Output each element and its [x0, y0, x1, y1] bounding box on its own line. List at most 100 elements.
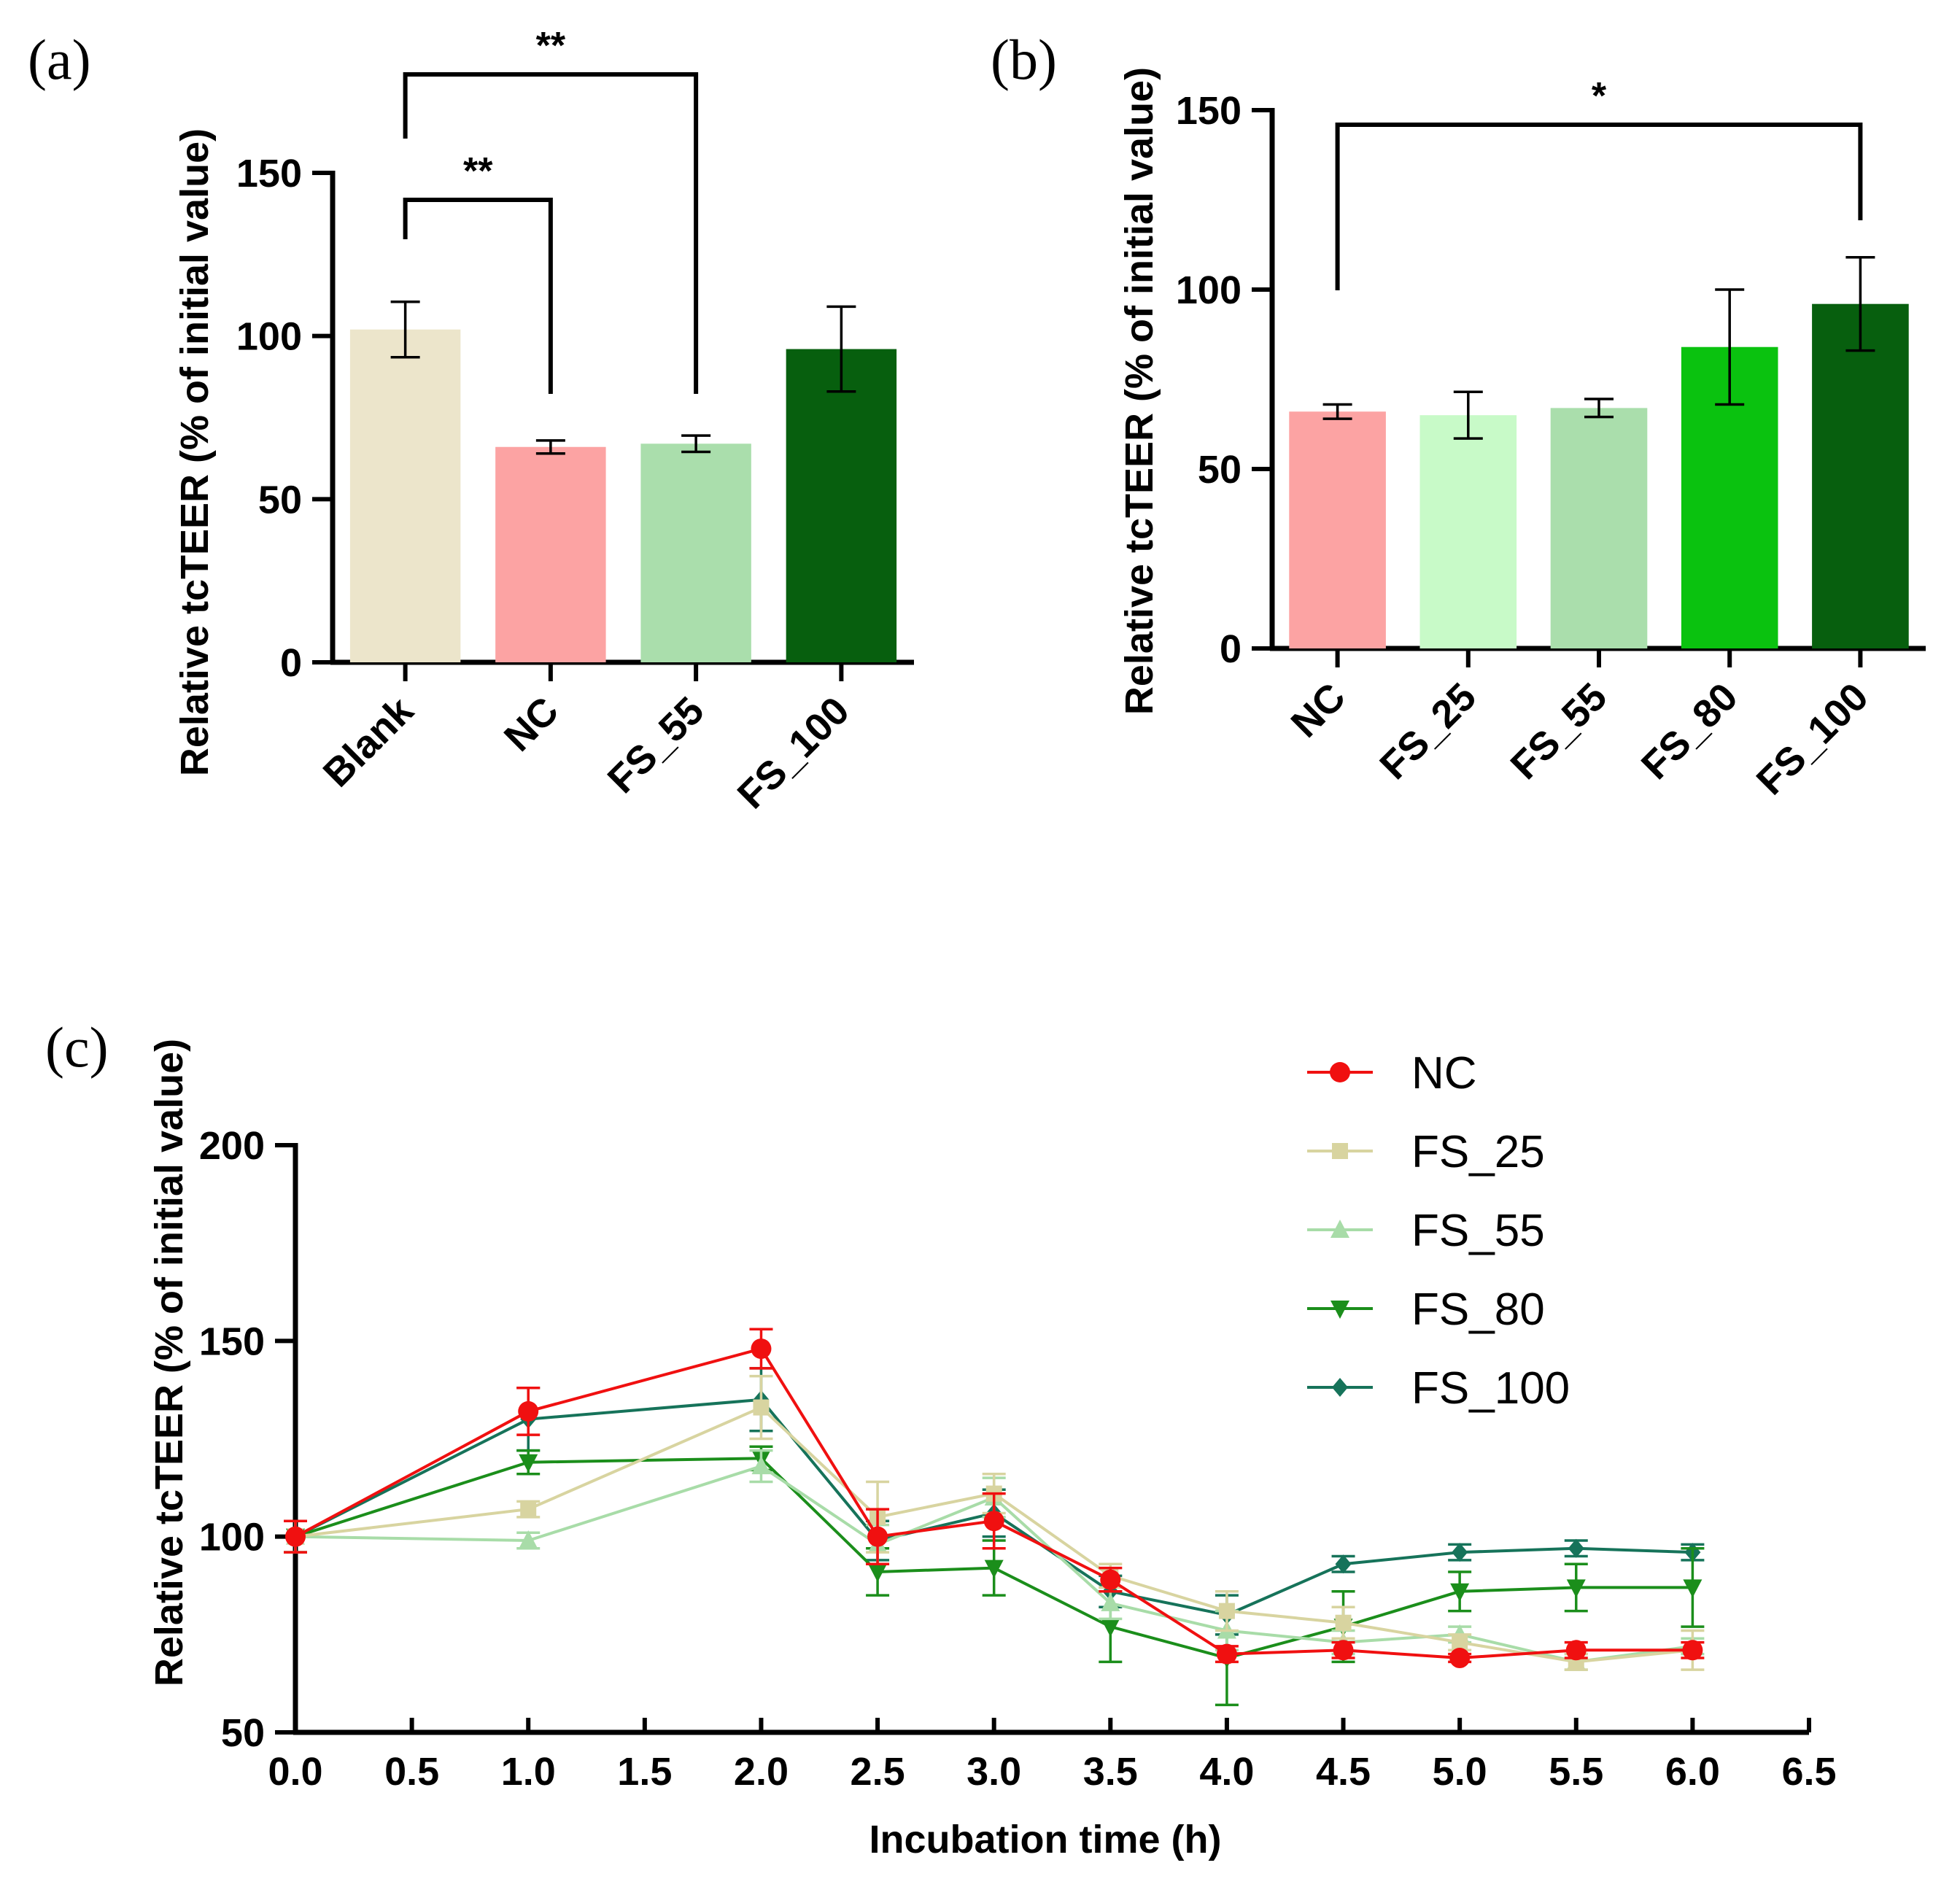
- x-tick-label: FS_55: [600, 689, 713, 802]
- x-tick-label: 0.0: [268, 1750, 322, 1794]
- x-tick-label: FS_55: [1503, 675, 1616, 788]
- significance-marker: **: [536, 25, 566, 67]
- x-tick-label: 0.5: [384, 1750, 439, 1794]
- data-point: [1330, 1301, 1349, 1319]
- y-tick-label: 0: [1220, 627, 1242, 671]
- data-point: [1449, 1648, 1471, 1669]
- data-point: [751, 1338, 772, 1360]
- data-point: [1335, 1614, 1352, 1631]
- data-point: [1683, 1579, 1703, 1598]
- legend-item-nc: NC: [1307, 1048, 1477, 1099]
- panel-c-chart: (c) Relative tcTEER (% of initial value)…: [45, 1015, 1837, 1861]
- x-tick-label: 6.5: [1781, 1750, 1836, 1794]
- y-tick-label: 50: [258, 478, 302, 522]
- data-point: [1450, 1583, 1470, 1602]
- significance-bracket: [403, 198, 553, 394]
- bar-fs-100: [1812, 303, 1909, 648]
- data-point: [519, 1454, 538, 1473]
- bar-fs-55: [640, 443, 751, 662]
- bar-blank: [349, 329, 461, 662]
- panel-c-x-axis-title: Incubation time (h): [869, 1818, 1222, 1861]
- data-point: [1452, 1634, 1468, 1651]
- legend-label: FS_80: [1411, 1285, 1545, 1335]
- x-tick-label: 2.0: [734, 1750, 789, 1794]
- data-point: [1216, 1643, 1237, 1665]
- y-tick-label: 0: [280, 641, 302, 685]
- legend-item-fs-80: FS_80: [1307, 1285, 1545, 1335]
- x-tick-label: FS_25: [1371, 675, 1484, 788]
- y-tick-label: 100: [236, 315, 302, 359]
- x-tick-label: 3.0: [967, 1750, 1021, 1794]
- legend-item-fs-55: FS_55: [1307, 1206, 1545, 1256]
- data-point: [751, 1456, 771, 1475]
- data-point: [1682, 1640, 1703, 1661]
- data-point: [1335, 1554, 1352, 1574]
- data-point: [285, 1526, 306, 1547]
- y-tick-label: 100: [199, 1516, 265, 1559]
- y-tick-label: 50: [221, 1711, 265, 1755]
- legend: NC FS_25 FS_55 FS_80 FS_100: [1307, 1048, 1570, 1414]
- data-point: [1332, 1143, 1348, 1159]
- legend-label: NC: [1411, 1048, 1477, 1099]
- y-tick-label: 200: [199, 1124, 265, 1168]
- x-tick-label: 1.0: [501, 1750, 556, 1794]
- panel-a-label: (a): [28, 28, 91, 91]
- y-tick-label: 150: [1176, 89, 1242, 133]
- data-point: [1330, 1062, 1350, 1082]
- bar-fs-100: [786, 349, 897, 662]
- series-nc: [284, 1328, 1705, 1669]
- data-point: [1568, 1538, 1584, 1558]
- x-tick-label: 2.5: [851, 1750, 905, 1794]
- data-point: [1452, 1543, 1468, 1562]
- data-point: [753, 1399, 770, 1416]
- significance-marker: *: [1592, 75, 1607, 117]
- significance-marker: **: [463, 150, 493, 193]
- data-point: [983, 1511, 1004, 1532]
- x-tick-label: 3.5: [1083, 1750, 1138, 1794]
- data-point: [520, 1501, 537, 1518]
- panel-c-label: (c): [45, 1015, 109, 1079]
- significance-bracket: [1335, 123, 1863, 290]
- panel-b-label: (b): [991, 28, 1057, 91]
- x-tick-label: 1.5: [617, 1750, 672, 1794]
- x-tick-label: Blank: [315, 688, 422, 795]
- legend-item-fs-100: FS_100: [1307, 1363, 1570, 1414]
- data-point: [868, 1563, 888, 1582]
- data-point: [1330, 1220, 1349, 1238]
- legend-label: FS_55: [1411, 1206, 1545, 1256]
- panel-a-y-axis-title: Relative tcTEER (% of initial value): [173, 128, 217, 776]
- x-tick-label: NC: [496, 689, 568, 760]
- panel-c-y-axis-title: Relative tcTEER (% of initial value): [147, 1039, 191, 1686]
- panel-b-chart: (b) Relative tcTEER (% of initial value)…: [991, 28, 1926, 803]
- data-point: [1101, 1592, 1120, 1611]
- x-tick-label: FS_100: [729, 689, 858, 817]
- data-point: [1565, 1640, 1587, 1661]
- panel-a-chart: (a) Relative tcTEER (% of initial value)…: [28, 25, 914, 817]
- data-point: [867, 1526, 888, 1547]
- x-tick-label: FS_100: [1748, 675, 1877, 803]
- data-point: [1332, 1378, 1348, 1397]
- x-tick-label: NC: [1283, 675, 1355, 746]
- legend-item-fs-25: FS_25: [1307, 1127, 1545, 1177]
- legend-label: FS_100: [1411, 1363, 1570, 1414]
- y-tick-label: 150: [236, 152, 302, 195]
- x-tick-label: 4.5: [1316, 1750, 1371, 1794]
- data-point: [519, 1530, 538, 1549]
- data-point: [1333, 1640, 1354, 1661]
- y-tick-label: 100: [1176, 268, 1242, 312]
- bar-fs-55: [1550, 408, 1648, 648]
- data-point: [1100, 1569, 1121, 1590]
- data-point: [518, 1400, 539, 1422]
- significance-bracket: [403, 72, 699, 394]
- x-tick-label: 5.5: [1549, 1750, 1603, 1794]
- bar-fs-25: [1419, 415, 1517, 648]
- bar-nc: [1289, 411, 1386, 648]
- y-tick-label: 50: [1198, 448, 1242, 492]
- panel-b-y-axis-title: Relative tcTEER (% of initial value): [1117, 67, 1161, 715]
- x-tick-label: 5.0: [1433, 1750, 1487, 1794]
- x-tick-label: FS_80: [1633, 675, 1746, 788]
- x-tick-label: 6.0: [1665, 1750, 1720, 1794]
- data-point: [1218, 1603, 1235, 1619]
- y-tick-label: 150: [199, 1320, 265, 1363]
